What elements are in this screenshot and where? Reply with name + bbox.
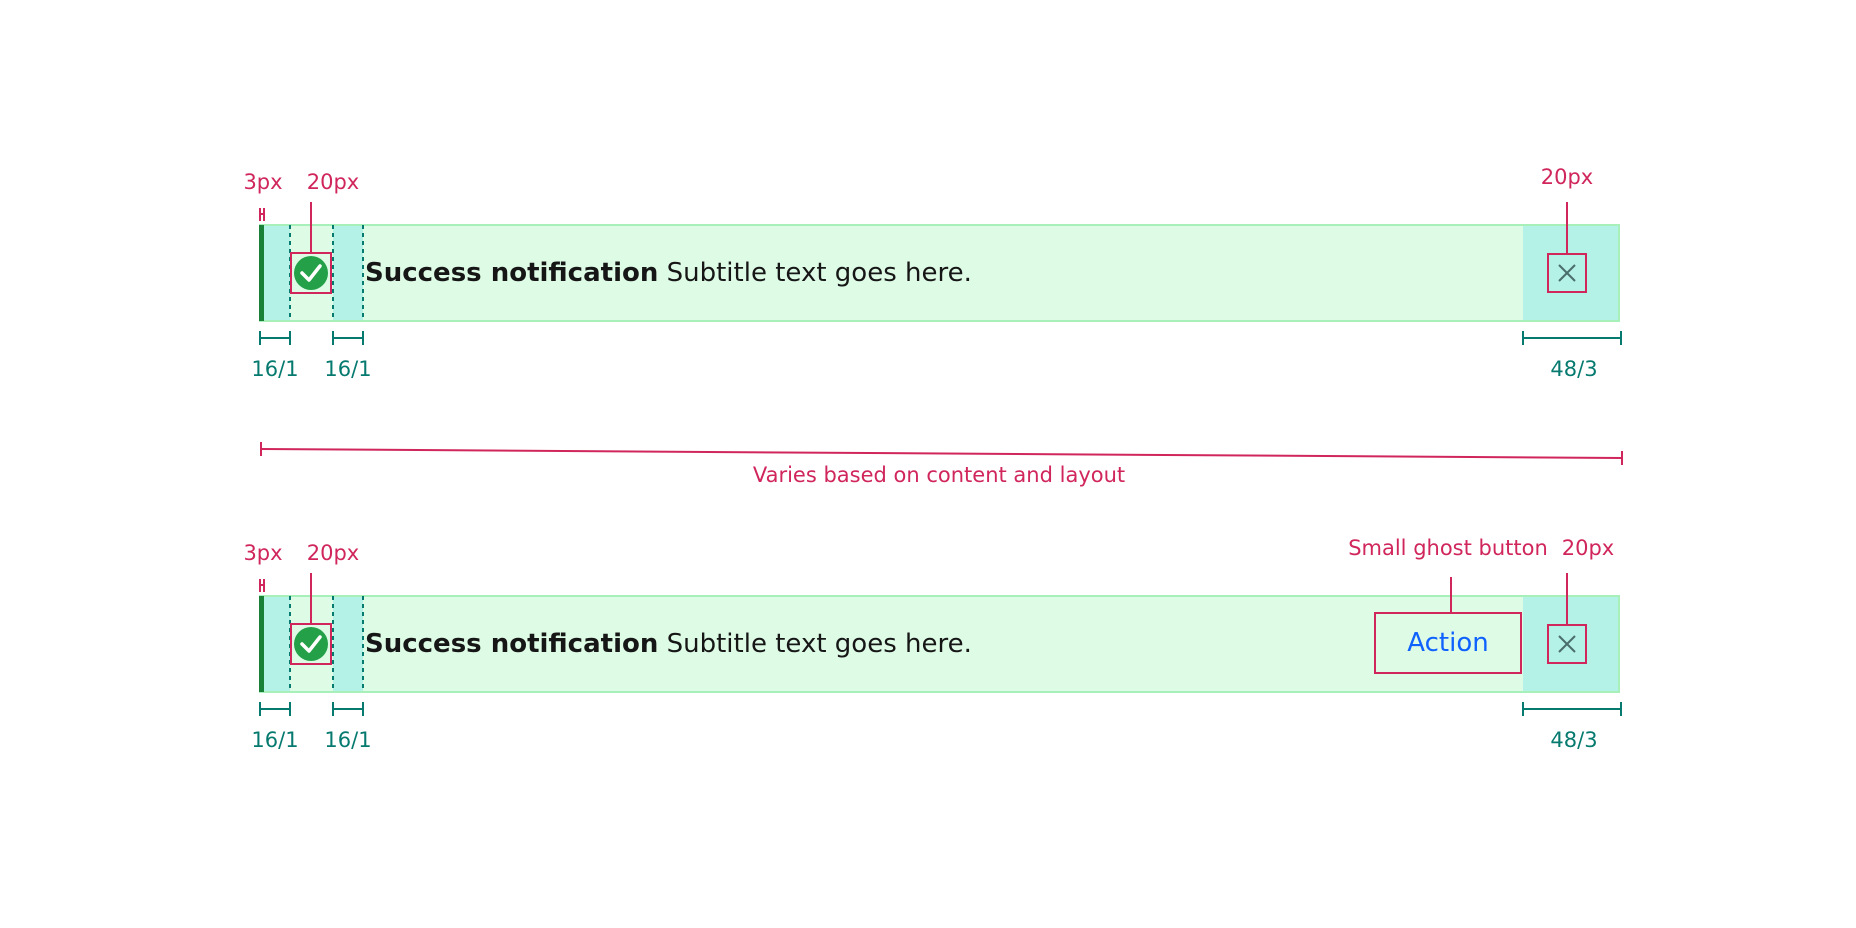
notification-2-close-area [1523, 597, 1618, 691]
notification-1-shape [259, 224, 1620, 322]
close-icon-size-label: 20px [1561, 536, 1615, 560]
padding-left-label: 16/1 [251, 357, 299, 381]
notification-2-content: Success notification Subtitle text goes … [365, 629, 972, 659]
notification-1-close-area [1523, 226, 1618, 320]
close-area-label: 48/3 [1550, 357, 1598, 381]
close-button[interactable] [1548, 625, 1586, 663]
button-type-label: Small ghost button [1348, 536, 1548, 560]
notification-2-padding-icon-text [333, 597, 363, 691]
notification-1-spacing-markers [259, 331, 1622, 345]
padding-icon-text-label: 16/1 [324, 728, 372, 752]
close-icon [1558, 264, 1576, 282]
notification-1-content: Success notification Subtitle text goes … [365, 258, 972, 288]
notification-title: Success notification [365, 629, 659, 659]
notification-1-top-annotations [259, 202, 1568, 254]
close-icon [1558, 635, 1576, 653]
width-note: Varies based on content and layout [752, 463, 1126, 487]
notification-subtitle: Subtitle text goes here. [666, 258, 972, 288]
notification-2-top-annotations [259, 573, 1568, 625]
border-width-label: 3px [243, 170, 283, 194]
close-area-label: 48/3 [1550, 728, 1598, 752]
notification-title: Success notification [365, 258, 659, 288]
notification-1-padding-icon-text [333, 226, 363, 320]
checkmark-filled-icon [294, 627, 328, 661]
close-icon-size-label: 20px [1540, 165, 1594, 189]
checkmark-icon [300, 635, 322, 653]
notification-1-background [259, 224, 1620, 322]
action-button[interactable]: Action [1374, 612, 1522, 674]
notification-2-left-border [259, 596, 264, 692]
width-measure-line [260, 442, 1623, 465]
icon-size-label: 20px [306, 541, 360, 565]
checkmark-filled-icon [294, 256, 328, 290]
checkmark-icon [300, 264, 322, 282]
icon-size-label: 20px [306, 170, 360, 194]
notification-2-spacing-markers [259, 702, 1622, 716]
notification-2-padding-left [263, 597, 290, 691]
border-width-label: 3px [243, 541, 283, 565]
padding-left-label: 16/1 [251, 728, 299, 752]
notification-1-padding-left [263, 226, 290, 320]
notification-1-left-border [259, 225, 264, 321]
close-button[interactable] [1548, 254, 1586, 292]
padding-icon-text-label: 16/1 [324, 357, 372, 381]
notification-subtitle: Subtitle text goes here. [666, 629, 972, 659]
